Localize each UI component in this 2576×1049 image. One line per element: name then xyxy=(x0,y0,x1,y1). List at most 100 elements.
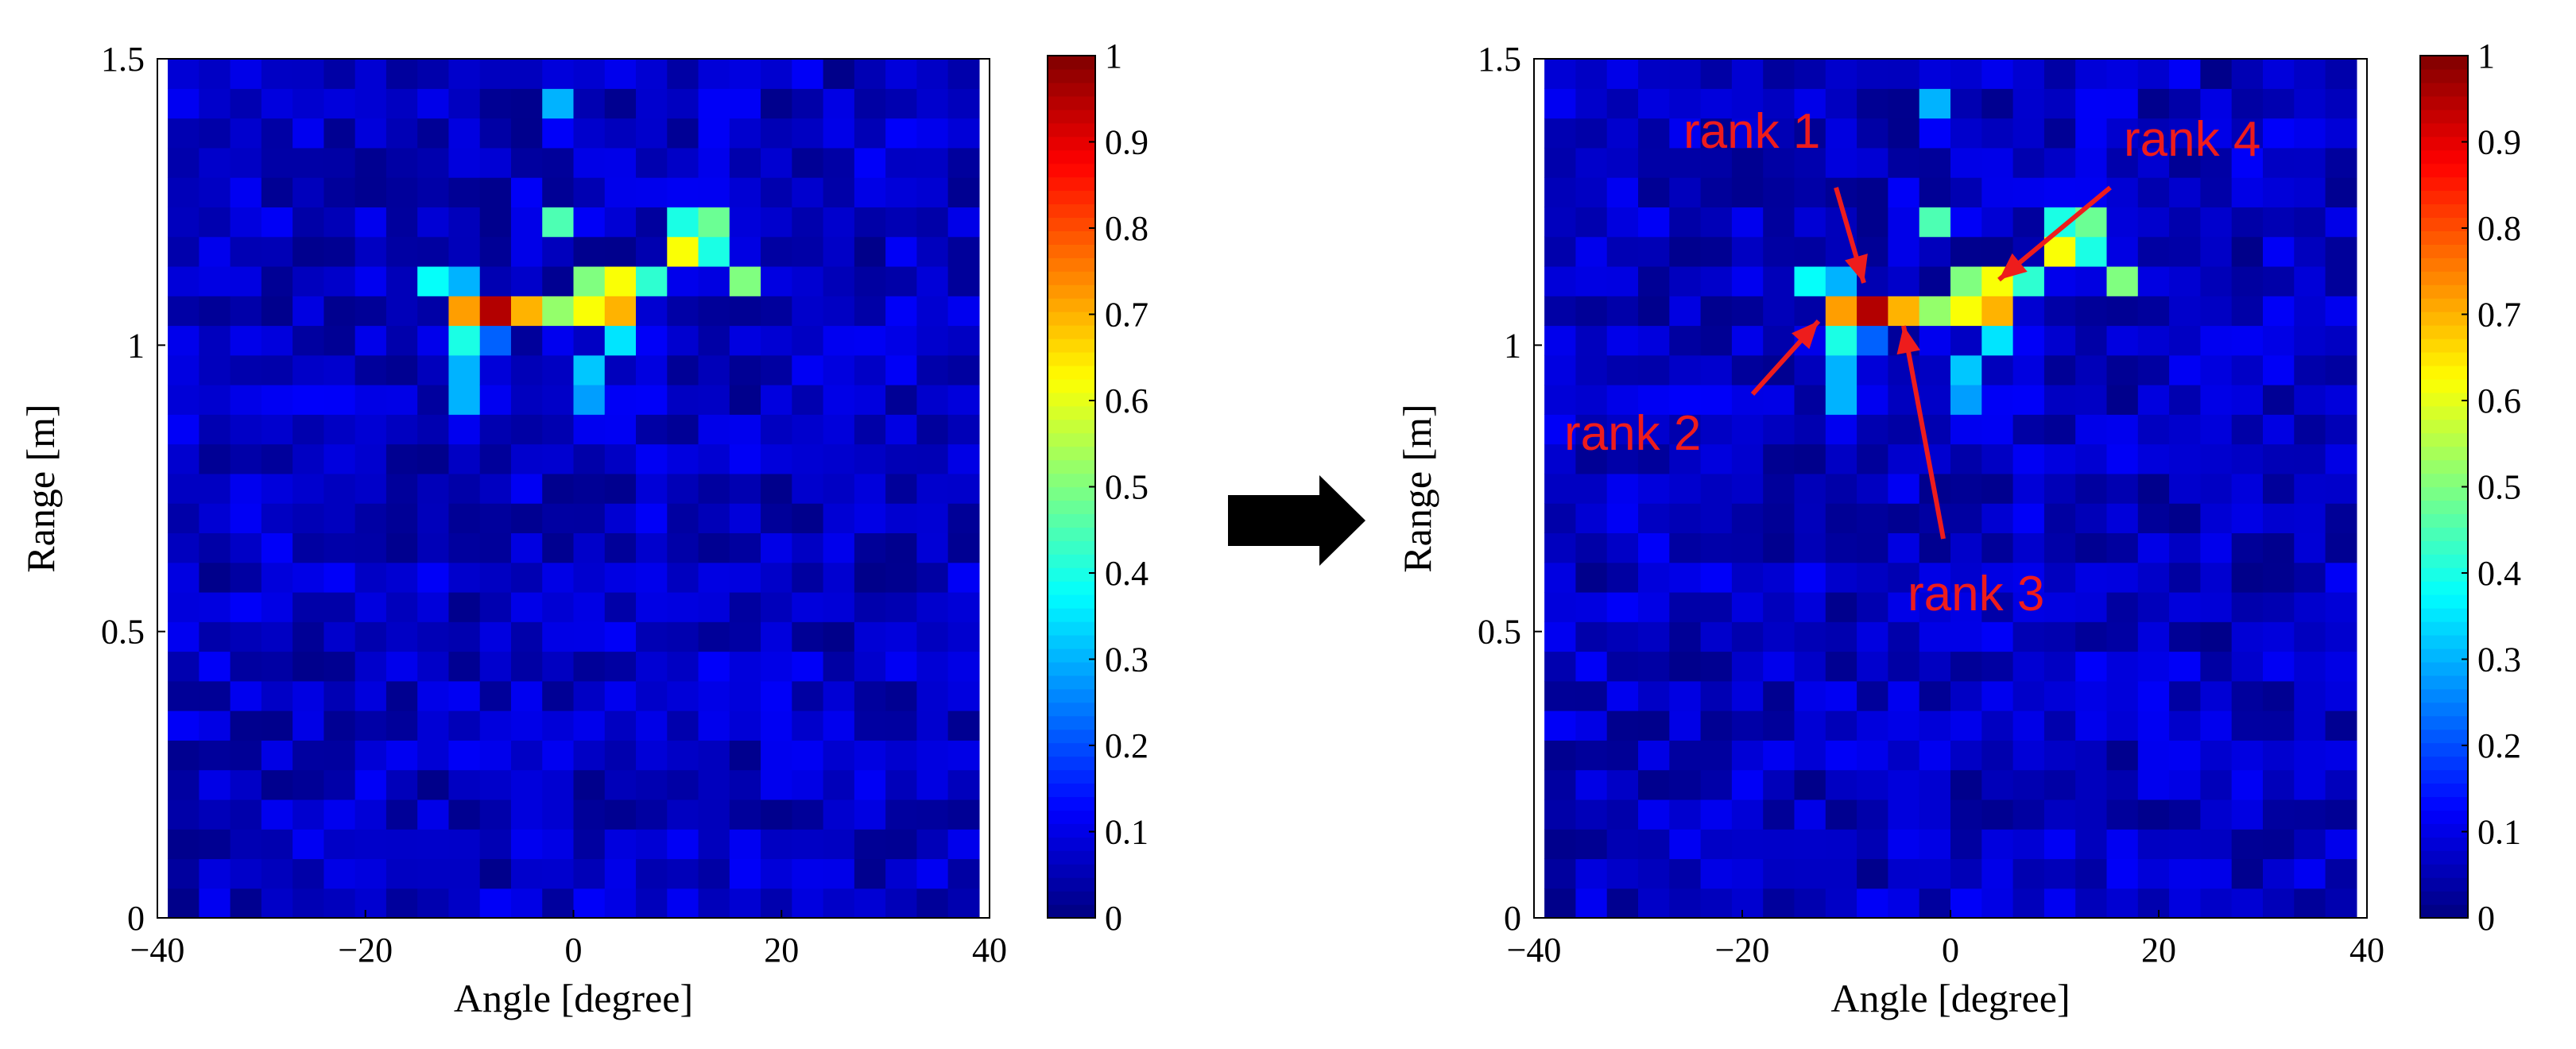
heatmap-cell xyxy=(168,473,199,504)
heatmap-cell xyxy=(2294,651,2326,682)
heatmap-cell xyxy=(573,829,606,860)
heatmap-cell xyxy=(2325,443,2357,474)
heatmap-cell xyxy=(2231,591,2264,622)
heatmap-cell xyxy=(354,236,387,267)
heatmap-cell xyxy=(1950,680,1982,711)
heatmap-cell xyxy=(1888,740,1920,771)
colorbar-swatch xyxy=(2420,136,2468,151)
heatmap-cell xyxy=(573,414,606,445)
heatmap-cell xyxy=(1544,680,1576,711)
heatmap-cell xyxy=(230,443,262,474)
heatmap-cell xyxy=(1825,888,1857,919)
colorbar-tick-label: 0.4 xyxy=(1105,554,1149,593)
heatmap-cell xyxy=(1981,621,2014,652)
heatmap-cell xyxy=(510,769,543,800)
heatmap-cell xyxy=(199,59,231,89)
colorbar-swatch xyxy=(2420,661,2468,676)
heatmap-cell xyxy=(2043,325,2076,356)
heatmap-cell xyxy=(261,799,293,830)
heatmap-cell xyxy=(2200,147,2233,178)
heatmap-cell xyxy=(2137,147,2170,178)
heatmap-cell xyxy=(199,799,231,830)
heatmap-cell xyxy=(2075,385,2108,415)
heatmap-cell xyxy=(2043,710,2076,741)
heatmap-cell xyxy=(854,503,886,534)
heatmap-cell xyxy=(1888,621,1920,652)
heatmap-cell xyxy=(1825,680,1857,711)
heatmap-cell xyxy=(885,296,917,327)
colorbar-swatch xyxy=(1048,163,1095,178)
heatmap-cell xyxy=(2012,858,2045,889)
heatmap-cell xyxy=(2075,414,2108,445)
heatmap-cell xyxy=(2325,799,2357,830)
heatmap-cell xyxy=(2075,562,2108,593)
heatmap-cell xyxy=(354,118,387,149)
heatmap-cell xyxy=(1950,385,1982,415)
heatmap-cell xyxy=(698,799,730,830)
heatmap-cell xyxy=(2075,118,2108,149)
heatmap-cell xyxy=(1950,799,1982,830)
heatmap-cell xyxy=(885,858,917,889)
heatmap-cell xyxy=(2075,532,2108,563)
heatmap-cell xyxy=(792,207,824,238)
heatmap-cell xyxy=(354,562,387,593)
heatmap-cell xyxy=(385,265,418,296)
heatmap-cell xyxy=(854,621,886,652)
heatmap-cell xyxy=(2263,503,2295,534)
colorbar-tick-label: 0.6 xyxy=(2477,381,2521,420)
heatmap-cell xyxy=(2263,59,2295,89)
heatmap-cell xyxy=(510,265,543,296)
heatmap-cell xyxy=(916,562,949,593)
heatmap-cell xyxy=(542,710,575,741)
heatmap-cell xyxy=(2263,829,2295,860)
heatmap-cell xyxy=(2043,532,2076,563)
heatmap-cell xyxy=(261,443,293,474)
heatmap-cell xyxy=(199,354,231,385)
heatmap-cell xyxy=(2012,532,2045,563)
heatmap-cell xyxy=(261,740,293,771)
heatmap-cell xyxy=(823,799,855,830)
y-tick-label: 0.5 xyxy=(101,613,145,652)
heatmap-cell xyxy=(261,562,293,593)
heatmap-cell xyxy=(1606,769,1639,800)
heatmap-cell xyxy=(761,118,792,149)
heatmap-cell xyxy=(1731,265,1764,296)
heatmap-cell xyxy=(2231,325,2264,356)
heatmap-cell xyxy=(2325,147,2357,178)
heatmap-cell xyxy=(2294,296,2326,327)
heatmap-cell xyxy=(1919,858,1951,889)
heatmap-cell xyxy=(1700,147,1733,178)
heatmap-cell xyxy=(292,147,324,178)
heatmap-cell xyxy=(448,740,481,771)
heatmap-cell xyxy=(2231,236,2264,267)
heatmap-cell xyxy=(2294,680,2326,711)
heatmap-cell xyxy=(385,147,418,178)
heatmap-cell xyxy=(2137,858,2170,889)
heatmap-cell xyxy=(1763,236,1795,267)
heatmap-cell xyxy=(636,710,668,741)
heatmap-cell xyxy=(2169,888,2201,919)
heatmap-cell xyxy=(885,88,917,119)
heatmap-cell xyxy=(1763,532,1795,563)
colorbar-swatch xyxy=(1048,837,1095,851)
heatmap-cell xyxy=(1794,621,1826,652)
heatmap-cell xyxy=(1669,621,1702,652)
heatmap-cell xyxy=(761,562,792,593)
heatmap-cell xyxy=(2294,443,2326,474)
heatmap-cell xyxy=(479,325,512,356)
heatmap-cell xyxy=(1638,354,1670,385)
heatmap-cell xyxy=(417,296,450,327)
heatmap-cell xyxy=(1731,769,1764,800)
colorbar-swatch xyxy=(2420,783,2468,798)
heatmap-cell xyxy=(761,354,792,385)
heatmap-cell xyxy=(573,207,606,238)
heatmap-cell xyxy=(1669,414,1702,445)
heatmap-cell xyxy=(729,532,761,563)
heatmap-cell xyxy=(916,385,949,415)
heatmap-cell xyxy=(261,414,293,445)
heatmap-cell xyxy=(1981,769,2014,800)
heatmap-cell xyxy=(729,59,761,89)
heatmap-cell xyxy=(230,265,262,296)
heatmap-cell xyxy=(199,473,231,504)
heatmap-cell xyxy=(823,769,855,800)
